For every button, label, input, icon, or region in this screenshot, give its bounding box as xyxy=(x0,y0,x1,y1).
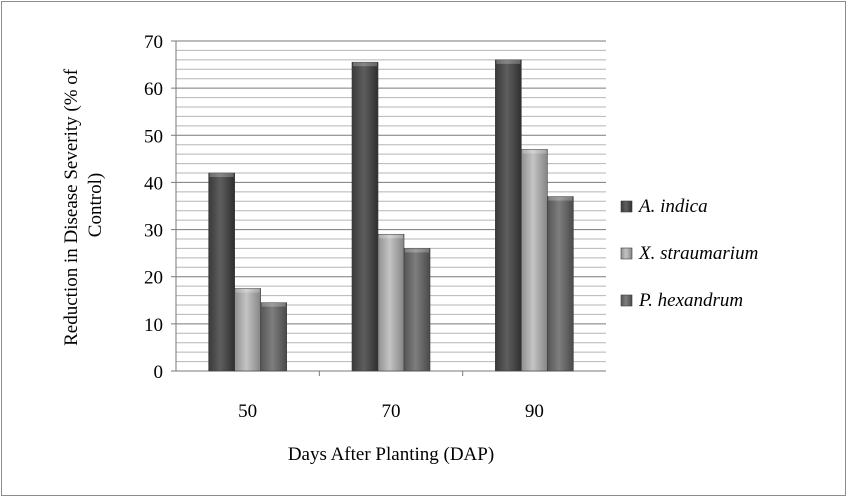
x-tick-label: 50 xyxy=(238,401,257,422)
bar-bevel xyxy=(548,196,573,201)
legend-label: P. hexandrum xyxy=(638,290,743,311)
bar-bevel xyxy=(209,173,234,177)
y-tick-label: 60 xyxy=(144,79,163,100)
x-tick-label: 70 xyxy=(382,401,401,422)
bar-50-series-0 xyxy=(208,172,235,372)
legend: A. indica X. straumarium P. hexandrum xyxy=(620,196,758,311)
bar-bevel xyxy=(353,62,377,67)
legend-swatch xyxy=(620,200,633,213)
bar-70-series-2 xyxy=(403,248,431,372)
bar-50-series-2 xyxy=(260,302,287,372)
bar-bevel xyxy=(261,302,286,307)
bar-bevel xyxy=(235,288,260,293)
x-tick-label: 90 xyxy=(525,401,544,422)
bar-90-series-1 xyxy=(521,149,548,372)
bar-90-series-2 xyxy=(547,196,574,372)
bar-70-series-0 xyxy=(351,61,379,372)
y-tick-label: 20 xyxy=(144,268,163,289)
legend-label: A. indica xyxy=(637,196,708,217)
bar-bevel xyxy=(405,248,429,253)
y-tick-label: 10 xyxy=(144,315,163,336)
bar-70-series-1 xyxy=(377,233,405,372)
y-axis-title-line2: Control) xyxy=(85,173,106,237)
bar-bevel xyxy=(522,149,547,154)
tick-labels: 0 10 20 30 40 50 60 70 50 70 90 xyxy=(144,32,544,422)
legend-swatch xyxy=(620,294,633,307)
legend-label: X. straumarium xyxy=(638,243,758,264)
y-tick-label: 50 xyxy=(144,126,163,147)
y-axis-title-line1: Reduction in Disease Severity (% of xyxy=(61,68,82,346)
legend-swatch xyxy=(620,247,633,260)
y-axis-title: Reduction in Disease Severity (% of Cont… xyxy=(61,64,106,346)
bar-50-series-1 xyxy=(234,288,261,372)
x-axis-title: Days After Planting (DAP) xyxy=(288,444,494,465)
bar-bevel xyxy=(496,59,521,64)
bar-bevel xyxy=(379,234,403,239)
y-tick-label: 40 xyxy=(144,173,163,194)
y-tick-label: 70 xyxy=(144,32,163,53)
bar-90-series-0 xyxy=(495,59,522,372)
bars xyxy=(208,59,574,372)
y-tick-label: 0 xyxy=(154,362,164,383)
y-tick-label: 30 xyxy=(144,221,163,242)
